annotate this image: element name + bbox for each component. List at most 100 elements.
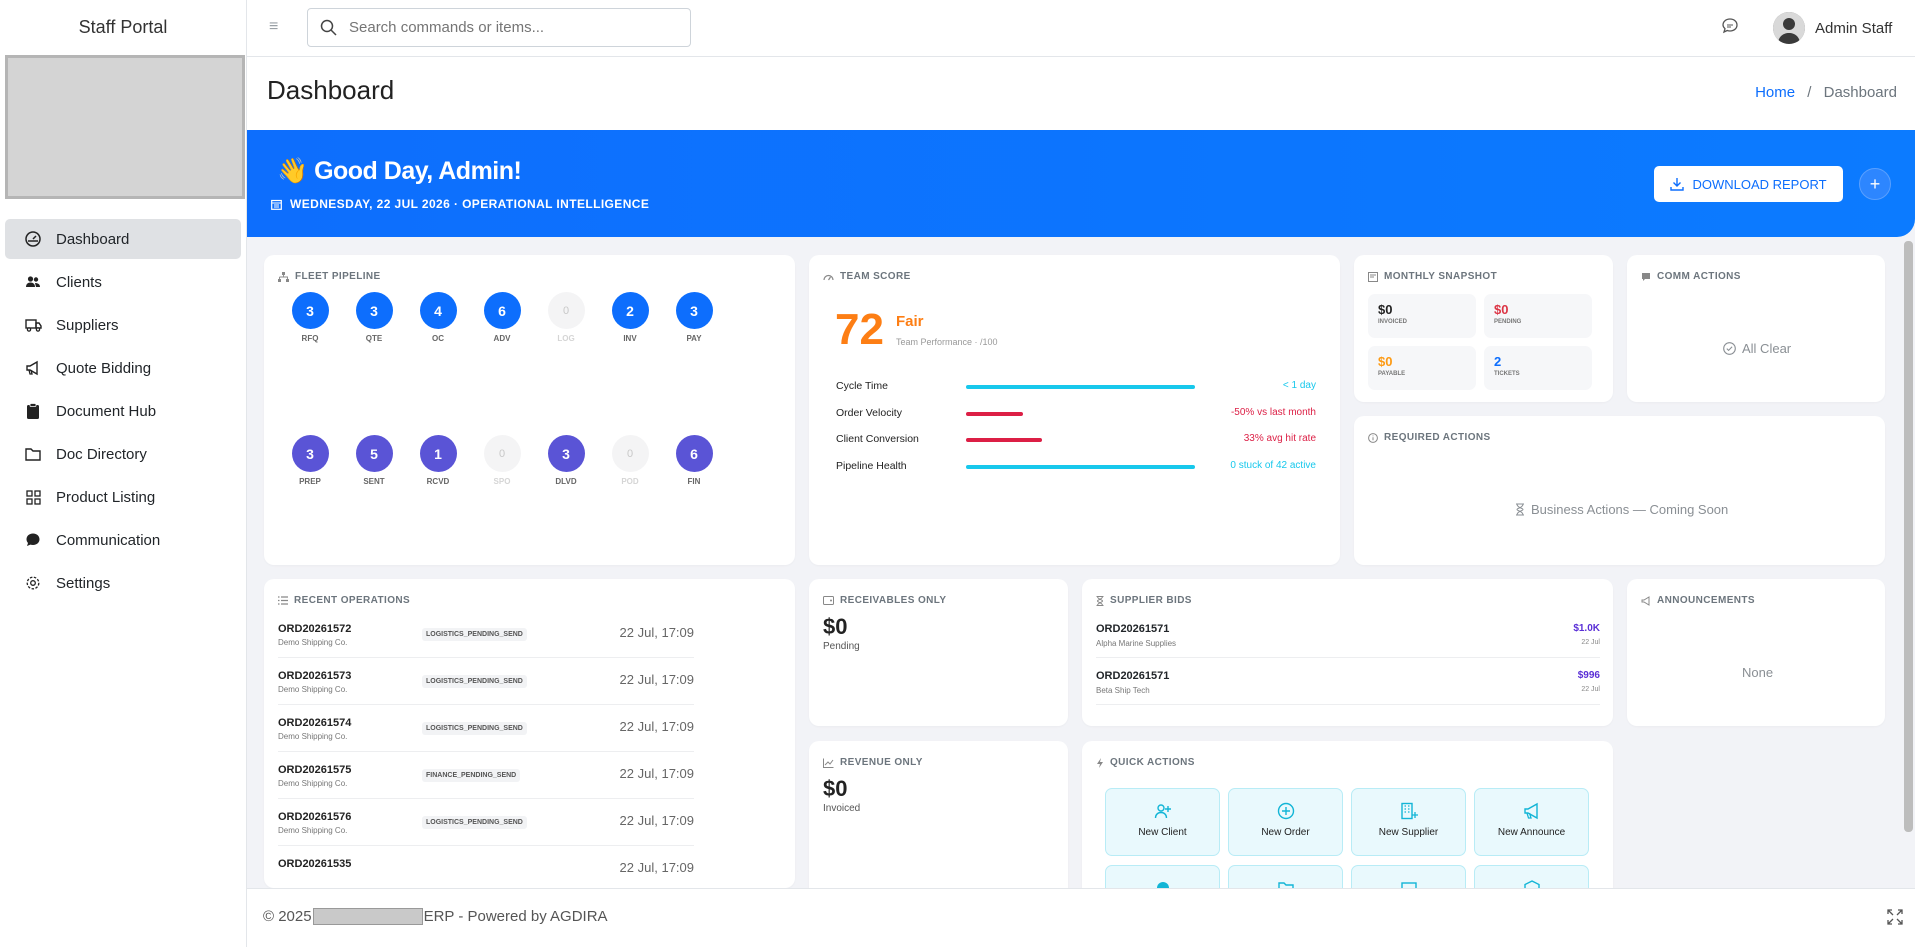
pipeline-stage-rcvd[interactable]: 1 RCVD (410, 435, 466, 486)
sidebar-item-label: Quote Bidding (56, 359, 152, 377)
date-text: WEDNESDAY, 22 JUL 2026 · OPERATIONAL INT… (290, 197, 650, 211)
wallet-icon (823, 596, 834, 605)
pipeline-stage-pay[interactable]: 3 PAY (666, 292, 722, 343)
pipeline-stage-spo[interactable]: 0 SPO (474, 435, 530, 486)
new-supplier-button[interactable]: New Supplier (1351, 788, 1466, 856)
sidebar-item-settings[interactable]: Settings (5, 563, 241, 603)
quick-action-label: New Supplier (1378, 827, 1439, 838)
required-status: Business Actions — Coming Soon (1515, 502, 1728, 517)
operation-row[interactable]: ORD20261573 Demo Shipping Co. LOGISTICS_PE… (278, 658, 694, 705)
sitemap-icon (278, 271, 289, 282)
metric-bar (966, 385, 1195, 389)
breadcrumb-home-link[interactable]: Home (1755, 84, 1796, 101)
snapshot-label: PAYABLE (1378, 371, 1406, 377)
card-title: QUICK ACTIONS (1096, 757, 1195, 768)
receivables-title: RECEIVABLES ONLY (840, 595, 947, 606)
stage-count: 3 (547, 435, 585, 472)
menu-toggle-icon[interactable]: ≡ (269, 18, 279, 35)
bid-row[interactable]: ORD20261571 Beta Ship Tech $996 22 Jul (1096, 658, 1600, 705)
sidebar-item-product-listing[interactable]: Product Listing (5, 477, 241, 517)
fleet-pipeline-card: FLEET PIPELINE 3 RFQ 3 QTE 4 OC 6 ADV 0 LOG 2 INV 3 P… (264, 255, 795, 565)
pipeline-stage-fin[interactable]: 6 FIN (666, 435, 722, 486)
operation-row[interactable]: ORD20261575 Demo Shipping Co. FINANCE_PEND… (278, 752, 694, 799)
stage-count: 5 (355, 435, 393, 472)
stage-count: 0 (611, 435, 649, 472)
sidebar-item-dashboard[interactable]: Dashboard (5, 219, 241, 259)
required-actions-card: REQUIRED ACTIONS Business Actions — Comi… (1354, 416, 1885, 565)
metric-row: Client Conversion 33% avg hit rate (836, 433, 1316, 447)
info-icon (1368, 432, 1378, 443)
user-menu[interactable]: Admin Staff (1773, 12, 1892, 44)
operation-row[interactable]: ORD20261535 22 Jul, 17:09 (278, 846, 694, 888)
metric-bar (966, 412, 1023, 416)
download-report-label: DOWNLOAD REPORT (1692, 176, 1827, 192)
bid-amount: $996 (1577, 670, 1600, 681)
sidebar-item-label: Suppliers (56, 316, 119, 334)
pipeline-stage-log[interactable]: 0 LOG (538, 292, 594, 343)
pipeline-stage-dlvd[interactable]: 3 DLVD (538, 435, 594, 486)
download-icon (1670, 178, 1685, 191)
new-order-button[interactable]: New Order (1228, 788, 1343, 856)
download-report-button[interactable]: DOWNLOAD REPORT (1654, 166, 1843, 202)
operation-status-badge: FINANCE_PENDING_SEND (422, 769, 521, 782)
chart-line-icon (823, 758, 834, 768)
operation-status-badge: LOGISTICS_PENDING_SEND (422, 675, 527, 688)
announcements-empty: None (1742, 665, 1774, 680)
scrollbar[interactable] (1904, 241, 1913, 832)
metric-row: Pipeline Health 0 stuck of 42 active (836, 460, 1316, 474)
card-title: TEAM SCORE (823, 271, 911, 282)
operation-time: 22 Jul, 17:09 (619, 860, 694, 875)
quick-action-label: New Client (1138, 827, 1187, 838)
footer-powered-by: ERP - Powered by AGDIRA (423, 908, 608, 925)
quick-action-label: New Announce (1497, 827, 1566, 838)
clipboard-icon (24, 402, 42, 420)
operation-client: Demo Shipping Co. (278, 685, 348, 694)
operation-row[interactable]: ORD20261572 Demo Shipping Co. LOGISTICS_PE… (278, 611, 694, 658)
fullscreen-icon[interactable] (1887, 909, 1903, 925)
new-announce-button[interactable]: New Announce (1474, 788, 1589, 856)
pipeline-stage-pod[interactable]: 0 POD (602, 435, 658, 486)
messages-icon[interactable] (1721, 17, 1739, 35)
list-icon (278, 596, 288, 605)
comm-note: All Clear (1742, 341, 1792, 356)
new-client-button[interactable]: New Client (1105, 788, 1220, 856)
brand-title[interactable]: Staff Portal (78, 17, 168, 37)
sidebar-item-clients[interactable]: Clients (5, 262, 241, 302)
add-button[interactable]: + (1859, 168, 1891, 200)
stage-count: 6 (675, 435, 713, 472)
revenue-amount: $0 (823, 776, 848, 801)
sidebar-item-quote-bidding[interactable]: Quote Bidding (5, 348, 241, 388)
pipeline-stage-adv[interactable]: 6 ADV (474, 292, 530, 343)
megaphone-icon (24, 359, 42, 377)
receivables-sub: Pending (823, 641, 860, 652)
pipeline-stage-oc[interactable]: 4 OC (410, 292, 466, 343)
search-box[interactable] (307, 8, 691, 47)
pipeline-stage-inv[interactable]: 2 INV (602, 292, 658, 343)
sidebar-item-document-hub[interactable]: Document Hub (5, 391, 241, 431)
pipeline-stage-prep[interactable]: 3 PREP (282, 435, 338, 486)
operation-time: 22 Jul, 17:09 (619, 766, 694, 781)
stage-count: 3 (291, 435, 329, 472)
card-title: FLEET PIPELINE (278, 271, 381, 282)
stage-label: RFQ (301, 334, 319, 343)
metric-row: Order Velocity -50% vs last month (836, 407, 1316, 421)
sidebar-item-suppliers[interactable]: Suppliers (5, 305, 241, 345)
pipeline-stage-rfq[interactable]: 3 RFQ (282, 292, 338, 343)
bid-row[interactable]: ORD20261571 Alpha Marine Supplies $1.0K … (1096, 611, 1600, 658)
stage-label: OC (432, 334, 444, 343)
pipeline-stage-qte[interactable]: 3 QTE (346, 292, 402, 343)
operation-row[interactable]: ORD20261576 Demo Shipping Co. LOGISTICS_PE… (278, 799, 694, 846)
search-input[interactable] (349, 19, 669, 36)
required-note: Business Actions — Coming Soon (1531, 502, 1729, 517)
sidebar-item-doc-directory[interactable]: Doc Directory (5, 434, 241, 474)
folder-icon (24, 445, 42, 463)
snapshot-value: $0 (1494, 302, 1509, 317)
snapshot-value: $0 (1378, 302, 1393, 317)
sidebar-item-communication[interactable]: Communication (5, 520, 241, 560)
operation-time: 22 Jul, 17:09 (619, 813, 694, 828)
pipeline-row-2: 3 PREP 5 SENT 1 RCVD 0 SPO 3 DLVD 0 POD 6 FIN (282, 435, 722, 486)
operation-time: 22 Jul, 17:09 (619, 625, 694, 640)
pipeline-stage-sent[interactable]: 5 SENT (346, 435, 402, 486)
metric-label: Cycle Time (836, 380, 888, 392)
operation-row[interactable]: ORD20261574 Demo Shipping Co. LOGISTICS_PE… (278, 705, 694, 752)
